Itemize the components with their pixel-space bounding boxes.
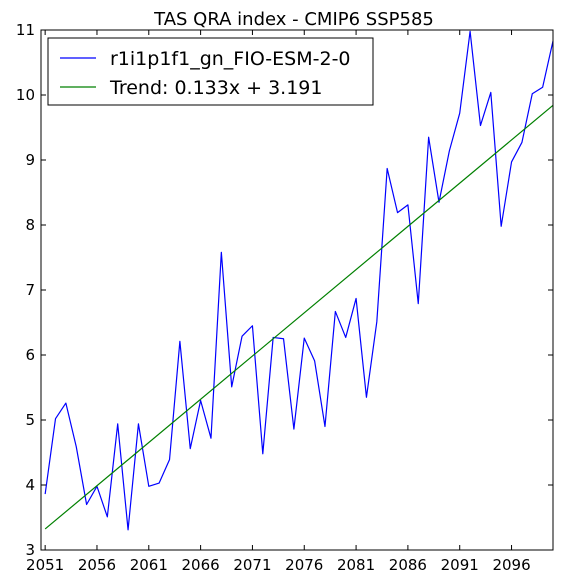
y-tick-label: 5 bbox=[25, 411, 35, 429]
axis-ticks: 2051 2056 2061 2066 2071 2076 2081 2086 2091 2096… bbox=[16, 21, 553, 574]
x-tick-label: 2051 bbox=[26, 556, 64, 574]
y-tick-label: 7 bbox=[25, 281, 35, 299]
x-tick-label: 2081 bbox=[337, 556, 375, 574]
y-tick-label: 3 bbox=[25, 541, 35, 559]
plot-frame bbox=[40, 29, 554, 551]
series-line-2 bbox=[44, 104, 554, 530]
x-tick-label: 2061 bbox=[130, 556, 168, 574]
legend: r1i1p1f1_gn_FIO-ESM-2-0 Trend: 0.133x + … bbox=[47, 37, 374, 106]
x-tick-label: 2096 bbox=[492, 556, 530, 574]
x-tick-label: 2056 bbox=[78, 556, 116, 574]
y-tick-label: 9 bbox=[25, 151, 35, 169]
x-tick-label: 2066 bbox=[182, 556, 220, 574]
x-tick-label: 2091 bbox=[441, 556, 479, 574]
y-tick-label: 4 bbox=[25, 476, 35, 494]
x-tick-label: 2086 bbox=[389, 556, 427, 574]
plot-area bbox=[44, 30, 554, 531]
y-tick-label: 10 bbox=[16, 86, 35, 104]
chart-title: TAS QRA index - CMIP6 SSP585 bbox=[153, 9, 434, 30]
series-line-1 bbox=[44, 30, 554, 531]
y-tick-label: 6 bbox=[25, 346, 35, 364]
y-tick-label: 8 bbox=[25, 216, 35, 234]
y-tick-label: 11 bbox=[16, 21, 35, 39]
x-tick-label: 2076 bbox=[285, 556, 323, 574]
legend-label-series-1: r1i1p1f1_gn_FIO-ESM-2-0 bbox=[110, 48, 351, 70]
x-tick-label: 2071 bbox=[233, 556, 271, 574]
legend-label-series-2: Trend: 0.133x + 3.191 bbox=[109, 77, 322, 99]
legend-box bbox=[47, 37, 374, 106]
